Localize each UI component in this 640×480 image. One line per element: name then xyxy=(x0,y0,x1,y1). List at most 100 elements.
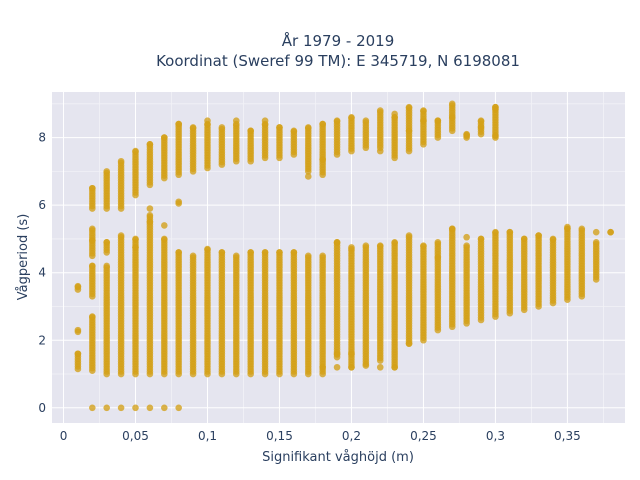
data-point xyxy=(218,249,226,256)
data-point xyxy=(161,404,168,412)
data-point xyxy=(74,350,82,358)
data-point xyxy=(420,107,427,114)
data-point xyxy=(333,363,341,371)
data-point xyxy=(333,350,341,358)
data-point xyxy=(463,233,470,241)
data-point xyxy=(448,225,456,233)
data-point xyxy=(132,235,139,243)
data-point xyxy=(290,127,298,135)
x-tick-label: 0,35 xyxy=(554,429,581,443)
x-tick-label: 0,3 xyxy=(486,429,505,443)
data-point xyxy=(333,239,341,246)
data-point xyxy=(520,235,528,243)
data-point xyxy=(362,362,370,369)
data-point xyxy=(247,127,254,135)
x-tick-label: 0,2 xyxy=(342,429,361,443)
data-point xyxy=(189,252,197,260)
data-point xyxy=(218,124,226,131)
data-point xyxy=(391,363,398,371)
data-point xyxy=(549,235,557,243)
data-point xyxy=(247,249,254,256)
data-point xyxy=(405,127,413,135)
data-point xyxy=(89,184,96,192)
data-points xyxy=(74,100,614,412)
chart-title-line-2: Koordinat (Sweref 99 TM): E 345719, N 61… xyxy=(156,52,520,70)
data-point xyxy=(492,105,499,113)
data-point xyxy=(592,228,600,236)
data-point xyxy=(376,147,384,155)
data-point xyxy=(132,147,139,155)
data-point xyxy=(348,363,355,371)
data-point xyxy=(175,200,182,207)
data-point xyxy=(391,239,398,246)
data-point xyxy=(89,262,96,270)
data-point xyxy=(319,120,326,128)
data-point xyxy=(161,235,168,243)
data-point xyxy=(348,114,355,121)
x-axis-title: Signifikant våghöjd (m) xyxy=(262,450,414,465)
data-point xyxy=(103,239,111,246)
x-tick-labels: 0 0,05 0,1 0,15 0,2 0,25 0,3 0,35 xyxy=(60,429,581,443)
data-point xyxy=(146,205,154,212)
x-tick-label: 0,1 xyxy=(198,429,217,443)
data-point xyxy=(74,326,82,334)
data-point xyxy=(477,117,485,125)
data-point xyxy=(362,242,370,249)
data-point xyxy=(434,239,442,246)
data-point xyxy=(146,211,154,219)
data-point xyxy=(232,252,240,260)
data-point xyxy=(492,132,499,140)
data-point xyxy=(290,249,298,256)
chart-title-line-1: År 1979 - 2019 xyxy=(282,31,395,50)
data-point xyxy=(463,242,470,249)
y-tick-labels: 0 2 4 6 8 xyxy=(38,131,46,415)
data-point xyxy=(276,124,283,131)
y-tick-label: 8 xyxy=(38,131,46,145)
data-point xyxy=(434,117,442,125)
data-point xyxy=(448,114,456,121)
data-point xyxy=(477,124,485,131)
data-point xyxy=(175,249,182,256)
data-point xyxy=(463,132,470,140)
data-point xyxy=(304,252,312,260)
y-tick-label: 0 xyxy=(38,401,46,415)
data-point xyxy=(146,141,154,148)
data-point xyxy=(204,245,211,253)
data-point xyxy=(304,173,312,180)
x-tick-label: 0,25 xyxy=(410,429,437,443)
data-point xyxy=(391,110,398,118)
data-point xyxy=(333,117,341,125)
data-point xyxy=(175,120,182,128)
data-point xyxy=(117,157,125,165)
data-point xyxy=(132,244,139,251)
data-point xyxy=(405,340,413,347)
data-point xyxy=(276,249,283,256)
data-point xyxy=(146,218,154,226)
data-point xyxy=(564,223,571,231)
data-point xyxy=(578,225,586,233)
data-point xyxy=(146,404,154,412)
data-point xyxy=(117,232,125,239)
data-point xyxy=(117,404,125,412)
data-point xyxy=(477,235,485,243)
data-point xyxy=(232,117,240,125)
data-point xyxy=(448,100,456,108)
data-point xyxy=(376,107,384,114)
data-point xyxy=(607,228,614,236)
data-point xyxy=(506,228,514,236)
data-point xyxy=(348,244,355,251)
data-point xyxy=(204,117,211,125)
x-tick-label: 0,15 xyxy=(266,429,293,443)
data-point xyxy=(405,103,413,111)
data-point xyxy=(535,232,542,239)
data-point xyxy=(376,242,384,249)
data-point xyxy=(319,363,326,371)
data-point xyxy=(175,404,182,412)
data-point xyxy=(261,117,269,125)
data-point xyxy=(304,124,312,131)
data-point xyxy=(362,117,370,125)
data-point xyxy=(89,225,96,233)
data-point xyxy=(420,242,427,249)
data-point xyxy=(261,249,269,256)
